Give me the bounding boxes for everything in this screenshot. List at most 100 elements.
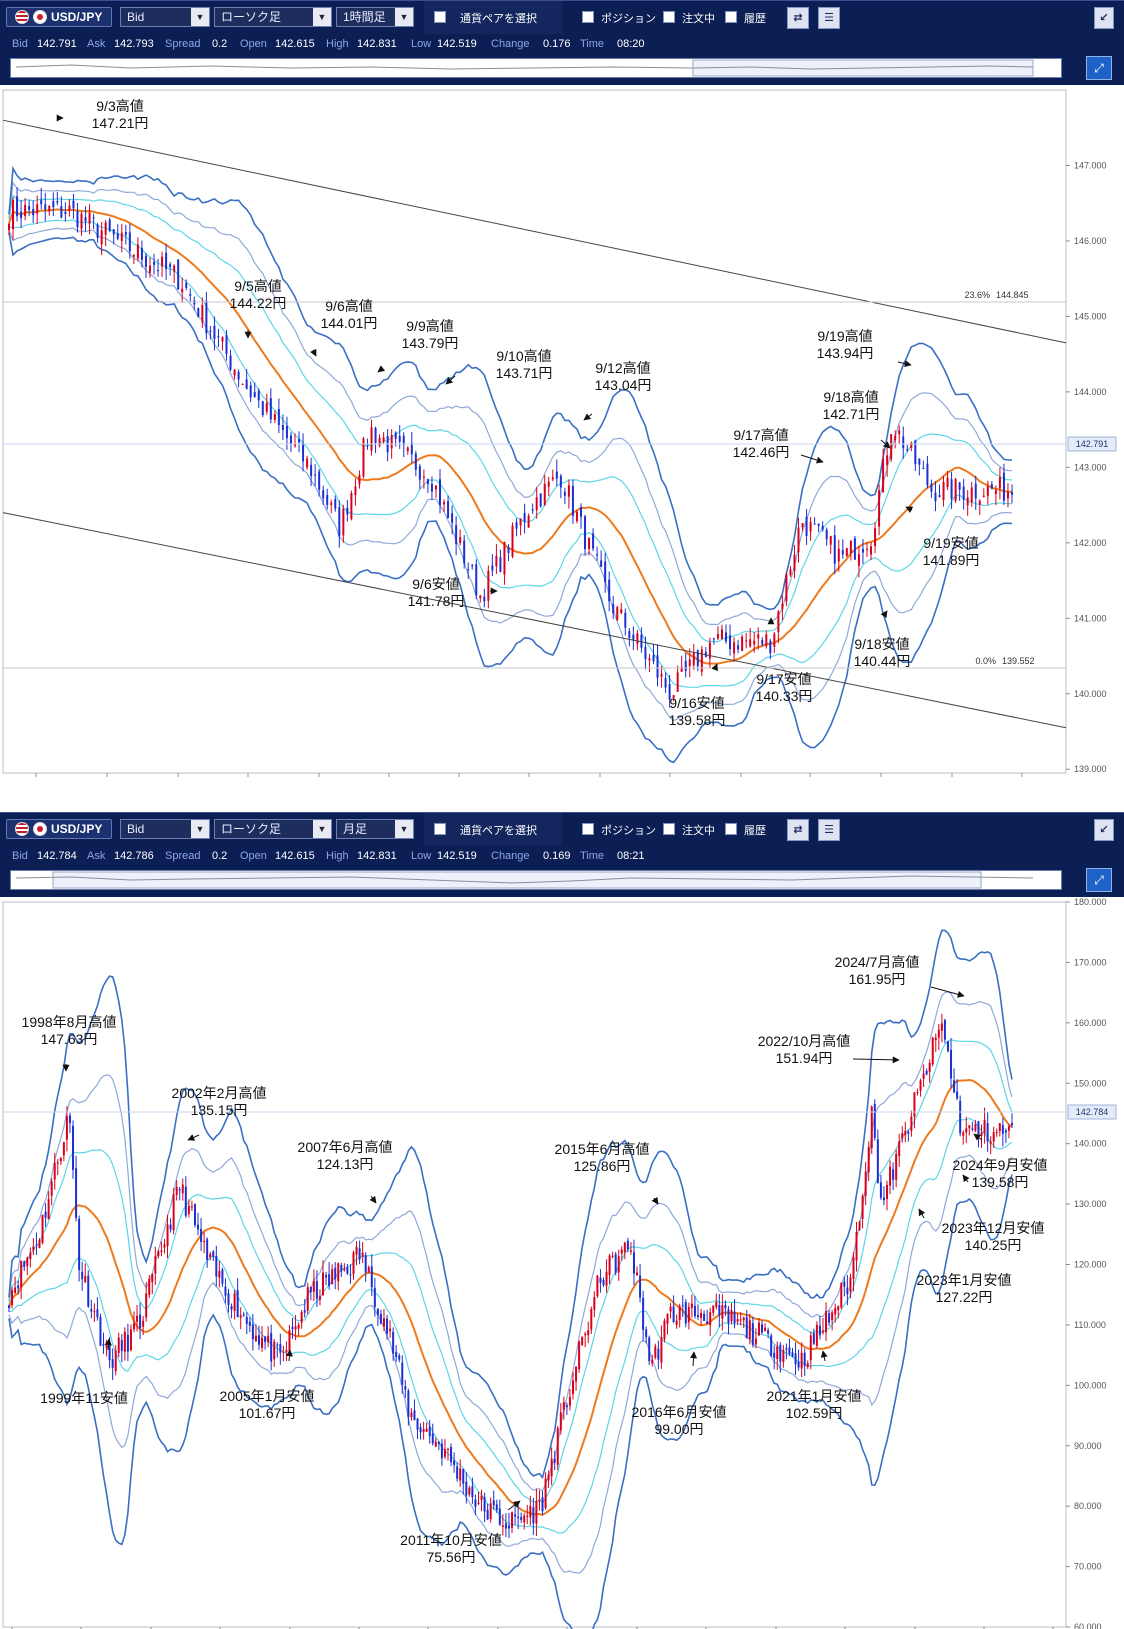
- candle-body: [24, 204, 27, 217]
- collapse-button[interactable]: ↙: [1094, 819, 1114, 841]
- candle-body: [265, 402, 268, 412]
- candle-body: [437, 1441, 440, 1445]
- candle-body: [453, 1460, 456, 1465]
- candle-body: [992, 1132, 995, 1142]
- price-type-select[interactable]: Bid ▼: [120, 819, 210, 839]
- candle-body: [934, 1037, 937, 1041]
- candle-body: [370, 1266, 373, 1288]
- moving-average-line: [8, 1078, 1013, 1516]
- timeframe-value: 月足: [343, 822, 368, 836]
- timeframe-value: 1時間足: [343, 10, 386, 24]
- candle-body: [38, 1240, 41, 1249]
- candle-body: [285, 1350, 288, 1352]
- annotation-value: 147.63円: [41, 1031, 98, 1047]
- candle-body: [519, 518, 522, 526]
- candle-body: [342, 508, 345, 536]
- candle-body: [362, 438, 365, 477]
- range-scroller[interactable]: [10, 58, 1062, 78]
- candle-body: [431, 1433, 434, 1444]
- candle-body: [974, 483, 977, 499]
- candle-body: [852, 1257, 855, 1279]
- price-type-select[interactable]: Bid ▼: [120, 7, 210, 27]
- position-checkbox[interactable]: [582, 823, 594, 835]
- y-tick-label: 90.000: [1074, 1441, 1102, 1451]
- position-checkbox[interactable]: [582, 11, 594, 23]
- candle-body: [64, 211, 67, 214]
- candle-body: [879, 1182, 882, 1198]
- annotation-label: 9/6安値: [412, 576, 459, 592]
- candle-body: [361, 1252, 364, 1257]
- candle-body: [815, 1324, 818, 1346]
- window-list-button[interactable]: ☰: [818, 7, 840, 29]
- candle-body: [861, 1196, 864, 1219]
- candle-body: [990, 484, 993, 489]
- candle-body: [892, 1169, 895, 1180]
- annotation-value: 151.94円: [776, 1050, 833, 1066]
- chart-style-value: ローソク足: [221, 822, 282, 836]
- candle-body: [753, 640, 756, 645]
- chart-style-select[interactable]: ローソク足 ▼: [214, 819, 332, 839]
- candle-body: [553, 1458, 556, 1463]
- currency-pair-button[interactable]: USD/JPY: [6, 7, 112, 27]
- candle-body: [813, 523, 816, 525]
- candle-body: [982, 495, 985, 497]
- expand-range-button[interactable]: ⤢: [1086, 868, 1112, 892]
- candle-body: [229, 355, 232, 370]
- timeframe-select[interactable]: 月足 ▼: [336, 819, 414, 839]
- candle-body: [857, 554, 860, 566]
- candle-body: [245, 379, 248, 389]
- window-list-button[interactable]: ☰: [818, 819, 840, 841]
- annotation-arrow: [690, 1351, 698, 1367]
- collapse-button[interactable]: ↙: [1094, 7, 1114, 29]
- candle-body: [355, 1246, 358, 1255]
- candle-body: [642, 1297, 645, 1330]
- candle-body: [279, 1344, 282, 1353]
- orders-checkbox[interactable]: [663, 11, 675, 23]
- select-pair-checkbox[interactable]: [434, 823, 446, 835]
- candle-body: [233, 369, 236, 376]
- candle-body: [129, 1329, 132, 1351]
- candle-body: [20, 1260, 23, 1288]
- scroller-overview-line: [15, 59, 1034, 77]
- range-scroller[interactable]: [10, 870, 1062, 890]
- candle-body: [406, 447, 409, 452]
- candle-body: [257, 390, 260, 401]
- candle-body: [14, 1287, 17, 1293]
- candle-body: [821, 525, 824, 530]
- candle-body: [217, 336, 220, 338]
- chart-settings-button[interactable]: ⇄: [787, 7, 809, 29]
- candle-body: [32, 1246, 35, 1251]
- history-checkbox[interactable]: [725, 11, 737, 23]
- chart-settings-button[interactable]: ⇄: [787, 819, 809, 841]
- orders-checkbox[interactable]: [663, 823, 675, 835]
- candle-body: [132, 1323, 135, 1330]
- currency-pair-button[interactable]: USD/JPY: [6, 819, 112, 839]
- candle-body: [264, 1336, 267, 1343]
- timeframe-select[interactable]: 1時間足 ▼: [336, 7, 414, 27]
- chart-style-select[interactable]: ローソク足 ▼: [214, 7, 332, 27]
- candlestick-chart[interactable]: 139.000 140.000 141.000 142.000 143.000 144.0…: [0, 85, 1124, 780]
- candle-body: [148, 265, 151, 273]
- candle-body: [922, 467, 925, 469]
- candle-body: [660, 673, 663, 677]
- annotation-label: 9/10高値: [496, 348, 551, 364]
- select-pair-checkbox[interactable]: [434, 11, 446, 23]
- expand-range-button[interactable]: ⤢: [1086, 56, 1112, 80]
- candle-body: [809, 1335, 812, 1361]
- candle-body: [29, 1252, 32, 1260]
- candle-body: [974, 1124, 977, 1131]
- candle-body: [492, 1500, 495, 1506]
- candle-body: [181, 288, 184, 293]
- candle-body: [568, 1397, 571, 1406]
- candlestick-chart[interactable]: 60.000 70.000 80.000 90.000 100.000 110.000 12…: [0, 897, 1124, 1629]
- candle-body: [559, 475, 562, 488]
- candle-body: [958, 482, 961, 490]
- annotation-label: 9/3高値: [96, 98, 143, 114]
- candle-body: [986, 486, 989, 496]
- annotation-value: 140.33円: [756, 688, 813, 704]
- collapse-arrow-icon: ↙: [1099, 824, 1109, 836]
- candle-body: [639, 1275, 642, 1298]
- candle-body: [96, 224, 99, 238]
- history-checkbox[interactable]: [725, 823, 737, 835]
- candle-body: [358, 475, 361, 485]
